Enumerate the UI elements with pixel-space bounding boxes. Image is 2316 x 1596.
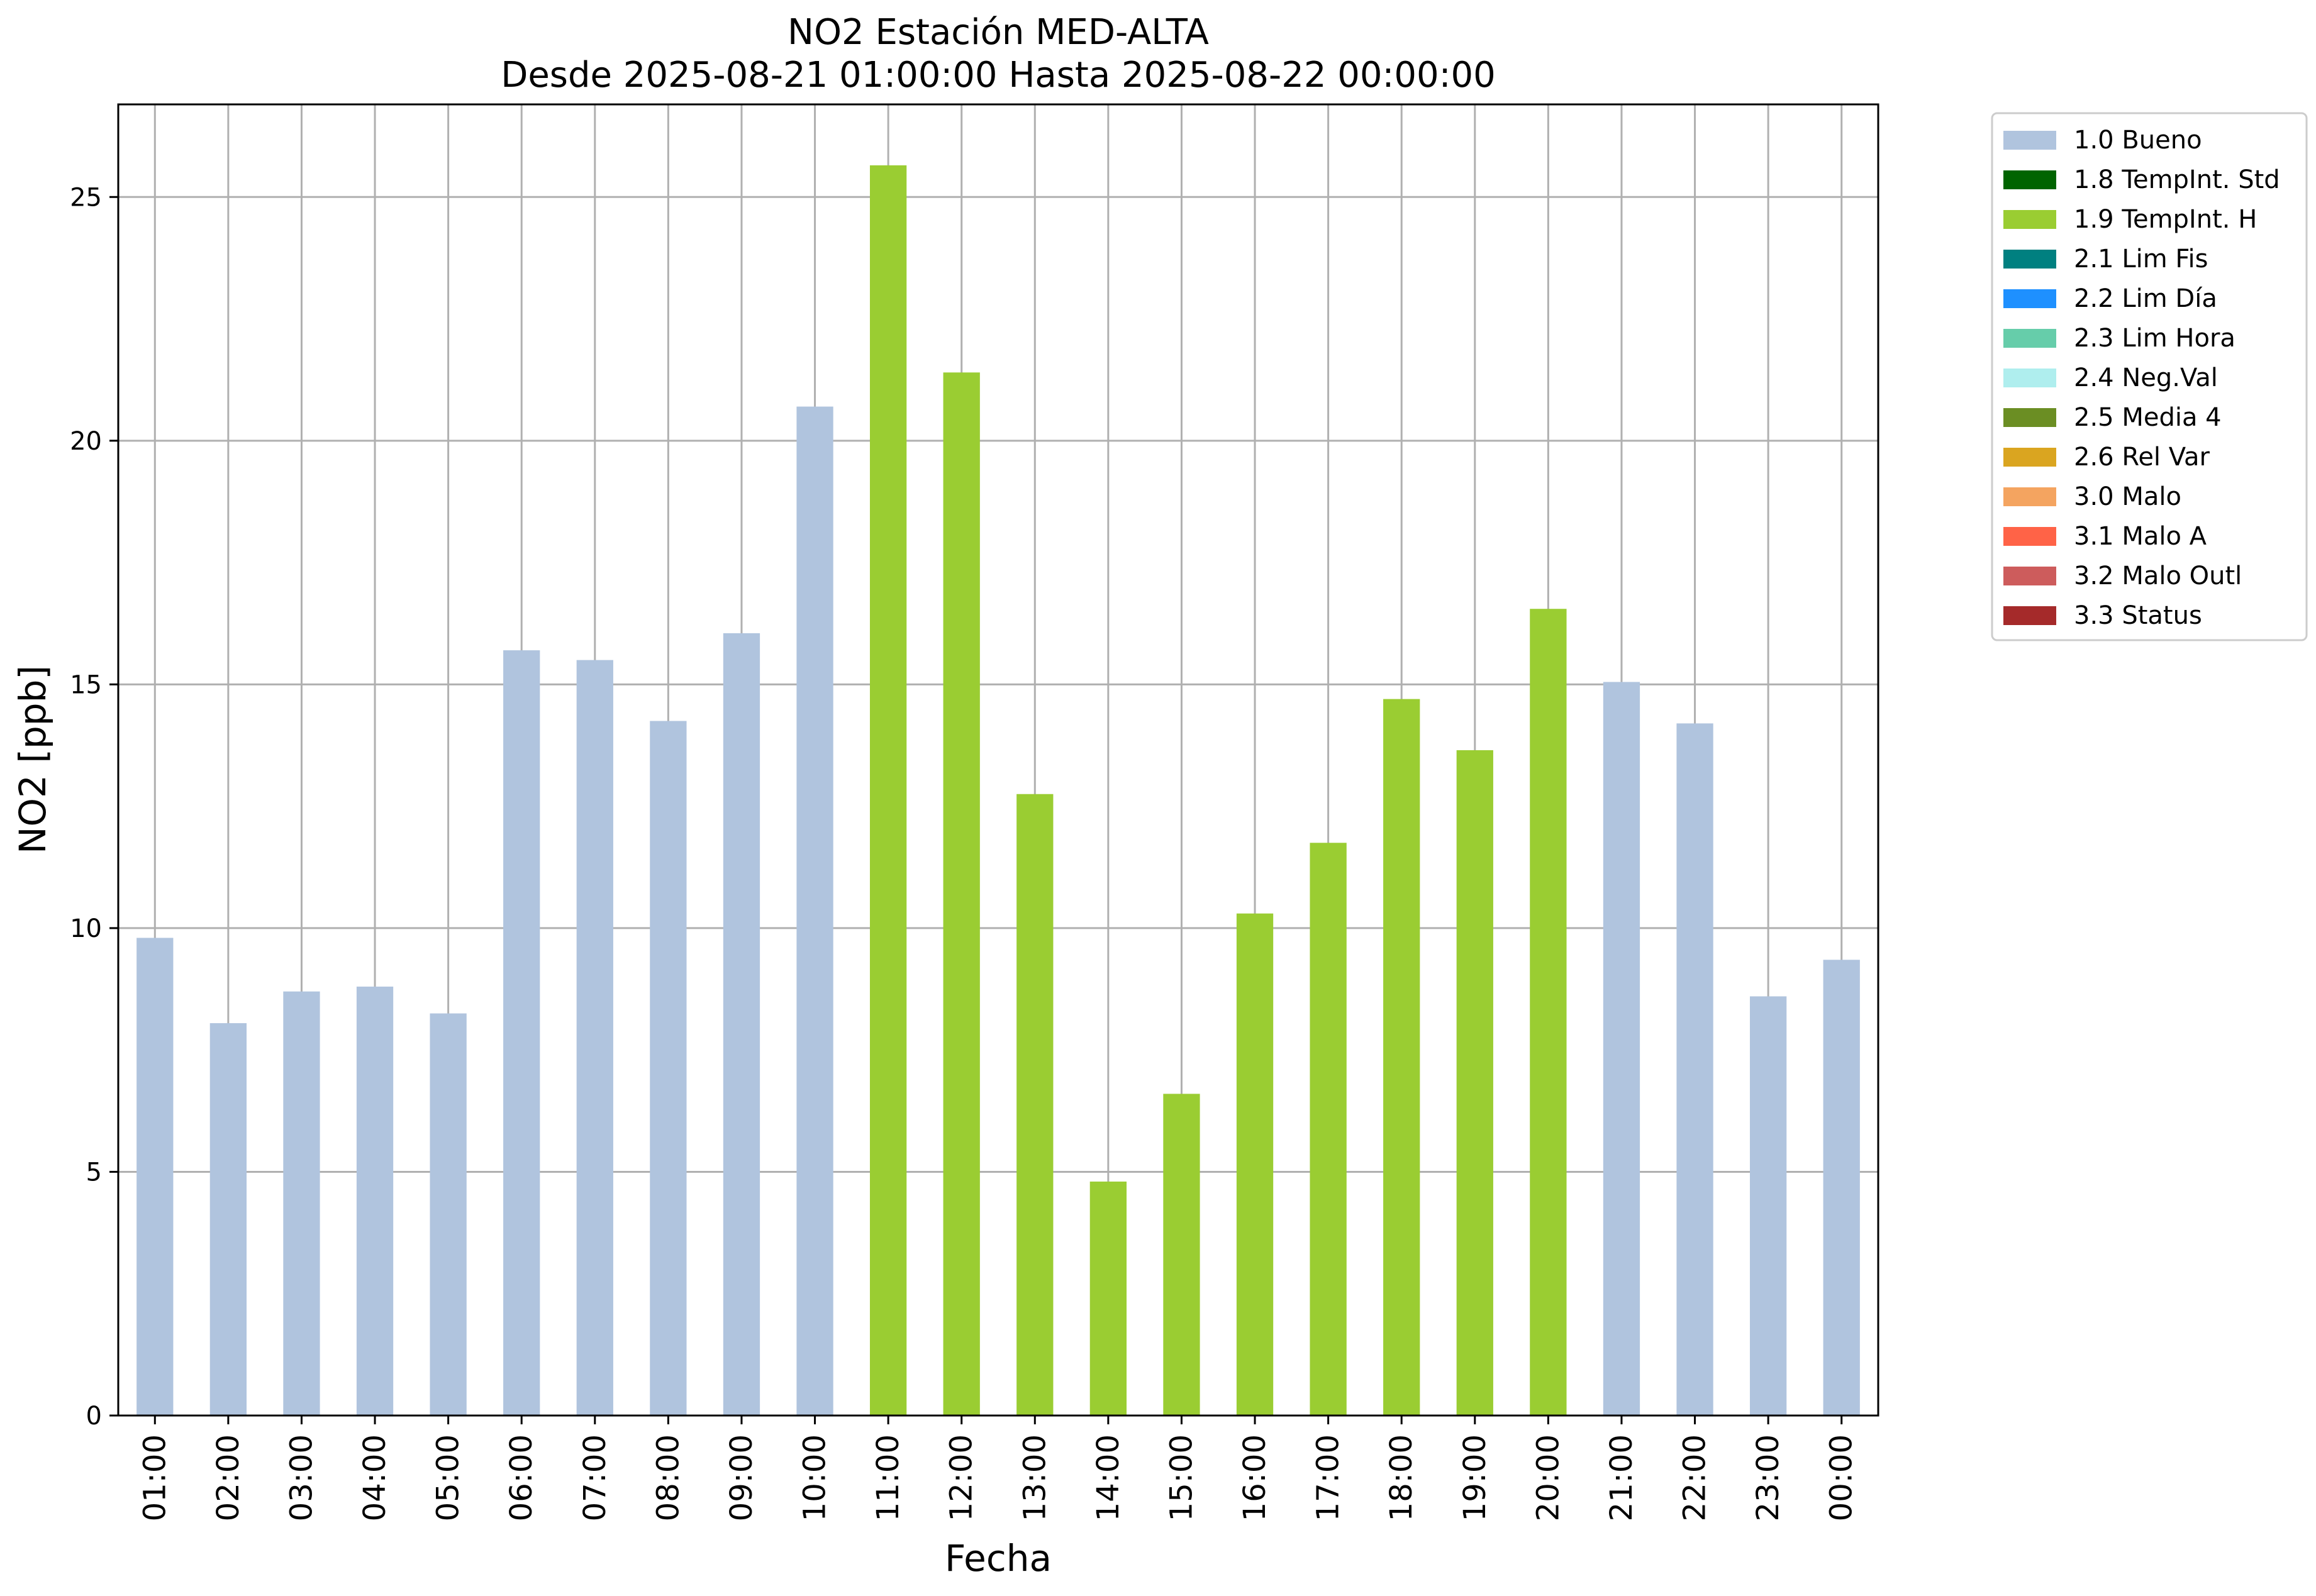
legend: 1.0 Bueno 1.8 TempInt. Std 1.9 TempInt. H 2… xyxy=(1991,112,2308,641)
legend-items: 1.0 Bueno 1.8 TempInt. Std 1.9 TempInt. H 2… xyxy=(2003,126,2280,630)
legend-swatch xyxy=(2003,131,2056,150)
bar-1000 xyxy=(796,406,833,1416)
bar-1300 xyxy=(1016,794,1054,1416)
x-tick-label: 10:00 xyxy=(798,1434,833,1521)
legend-label: 2.2 Lim Día xyxy=(2074,284,2217,313)
bar-0600 xyxy=(503,650,540,1416)
y-tick-label: 20 xyxy=(70,427,102,456)
legend-swatch xyxy=(2003,170,2056,189)
x-tick-label: 21:00 xyxy=(1604,1434,1639,1521)
x-tick-label: 14:00 xyxy=(1091,1434,1126,1521)
bar-1700 xyxy=(1310,843,1347,1416)
x-tick-label: 15:00 xyxy=(1164,1434,1199,1521)
legend-swatch xyxy=(2003,250,2056,269)
x-tick-label: 22:00 xyxy=(1678,1434,1713,1521)
bar-1600 xyxy=(1236,913,1274,1416)
x-tick-label: 19:00 xyxy=(1457,1434,1493,1521)
x-tick-label: 05:00 xyxy=(431,1434,466,1521)
x-tick-label: 08:00 xyxy=(650,1434,686,1521)
y-axis-ticks: 0 5 10 15 20 25 xyxy=(70,183,118,1431)
legend-label: 3.2 Malo Outl xyxy=(2074,562,2242,590)
x-tick-label: 09:00 xyxy=(724,1434,759,1521)
legend-frame xyxy=(1991,112,2308,641)
bar-0900 xyxy=(723,633,760,1416)
legend-label: 2.5 Media 4 xyxy=(2074,403,2222,432)
bar-0800 xyxy=(650,721,687,1416)
bar-0000 xyxy=(1823,960,1860,1416)
x-axis-label: Fecha xyxy=(945,1537,1052,1580)
legend-label: 1.0 Bueno xyxy=(2074,126,2202,155)
bar-0500 xyxy=(430,1013,467,1416)
bar-1100 xyxy=(869,165,907,1416)
legend-swatch xyxy=(2003,606,2056,625)
bar-1800 xyxy=(1383,699,1420,1416)
bar-2300 xyxy=(1749,996,1787,1416)
legend-label: 2.3 Lim Hora xyxy=(2074,324,2235,353)
x-tick-label: 23:00 xyxy=(1751,1434,1786,1521)
x-tick-label: 04:00 xyxy=(357,1434,392,1521)
y-axis-label: NO2 [ppb] xyxy=(11,665,54,854)
y-tick-label: 25 xyxy=(70,183,102,212)
y-tick-label: 0 xyxy=(86,1402,102,1431)
x-tick-label: 11:00 xyxy=(871,1434,906,1521)
legend-swatch xyxy=(2003,487,2056,506)
bar-0400 xyxy=(356,986,394,1416)
bar-0100 xyxy=(136,938,174,1416)
legend-label: 1.8 TempInt. Std xyxy=(2074,165,2280,194)
legend-swatch xyxy=(2003,567,2056,585)
legend-label: 3.3 Status xyxy=(2074,601,2202,630)
legend-swatch xyxy=(2003,527,2056,546)
bar-1200 xyxy=(943,372,980,1416)
legend-swatch xyxy=(2003,448,2056,467)
bar-0700 xyxy=(576,660,613,1416)
legend-label: 3.0 Malo xyxy=(2074,482,2181,511)
chart-title: NO2 Estación MED-ALTA xyxy=(788,12,1209,53)
bar-2200 xyxy=(1676,723,1713,1416)
chart-subtitle: Desde 2025-08-21 01:00:00 Hasta 2025-08-… xyxy=(501,55,1496,96)
bar-0300 xyxy=(283,991,320,1416)
x-tick-label: 07:00 xyxy=(577,1434,613,1521)
x-tick-label: 16:00 xyxy=(1237,1434,1272,1521)
x-tick-label: 13:00 xyxy=(1017,1434,1052,1521)
bar-1900 xyxy=(1456,750,1493,1416)
legend-label: 2.4 Neg.Val xyxy=(2074,363,2218,392)
x-tick-label: 18:00 xyxy=(1384,1434,1419,1521)
x-axis-ticks: 01:00 02:00 03:00 04:00 05:00 06:00 07:00 08:00… xyxy=(137,1416,1859,1521)
x-tick-label: 03:00 xyxy=(284,1434,319,1521)
legend-label: 3.1 Malo A xyxy=(2074,522,2207,551)
legend-label: 2.1 Lim Fis xyxy=(2074,245,2208,274)
y-tick-label: 15 xyxy=(70,670,102,699)
legend-swatch xyxy=(2003,408,2056,427)
x-tick-label: 20:00 xyxy=(1530,1434,1566,1521)
bars xyxy=(136,165,1860,1416)
legend-swatch xyxy=(2003,369,2056,387)
legend-label: 2.6 Rel Var xyxy=(2074,443,2210,472)
x-tick-label: 02:00 xyxy=(211,1434,246,1521)
x-tick-label: 01:00 xyxy=(137,1434,172,1521)
bar-0200 xyxy=(209,1023,247,1416)
bar-2000 xyxy=(1530,609,1567,1416)
bar-1400 xyxy=(1089,1181,1127,1416)
plot-frame xyxy=(117,103,1879,1417)
x-tick-label: 17:00 xyxy=(1311,1434,1346,1521)
bar-1500 xyxy=(1163,1094,1200,1416)
y-tick-label: 5 xyxy=(86,1158,102,1187)
legend-label: 1.9 TempInt. H xyxy=(2074,205,2257,234)
legend-swatch xyxy=(2003,289,2056,308)
y-tick-label: 10 xyxy=(70,914,102,943)
legend-swatch xyxy=(2003,329,2056,348)
x-tick-label: 12:00 xyxy=(944,1434,979,1521)
x-tick-label: 00:00 xyxy=(1824,1434,1859,1521)
legend-swatch xyxy=(2003,210,2056,229)
bar-2100 xyxy=(1603,682,1640,1416)
x-tick-label: 06:00 xyxy=(504,1434,539,1521)
